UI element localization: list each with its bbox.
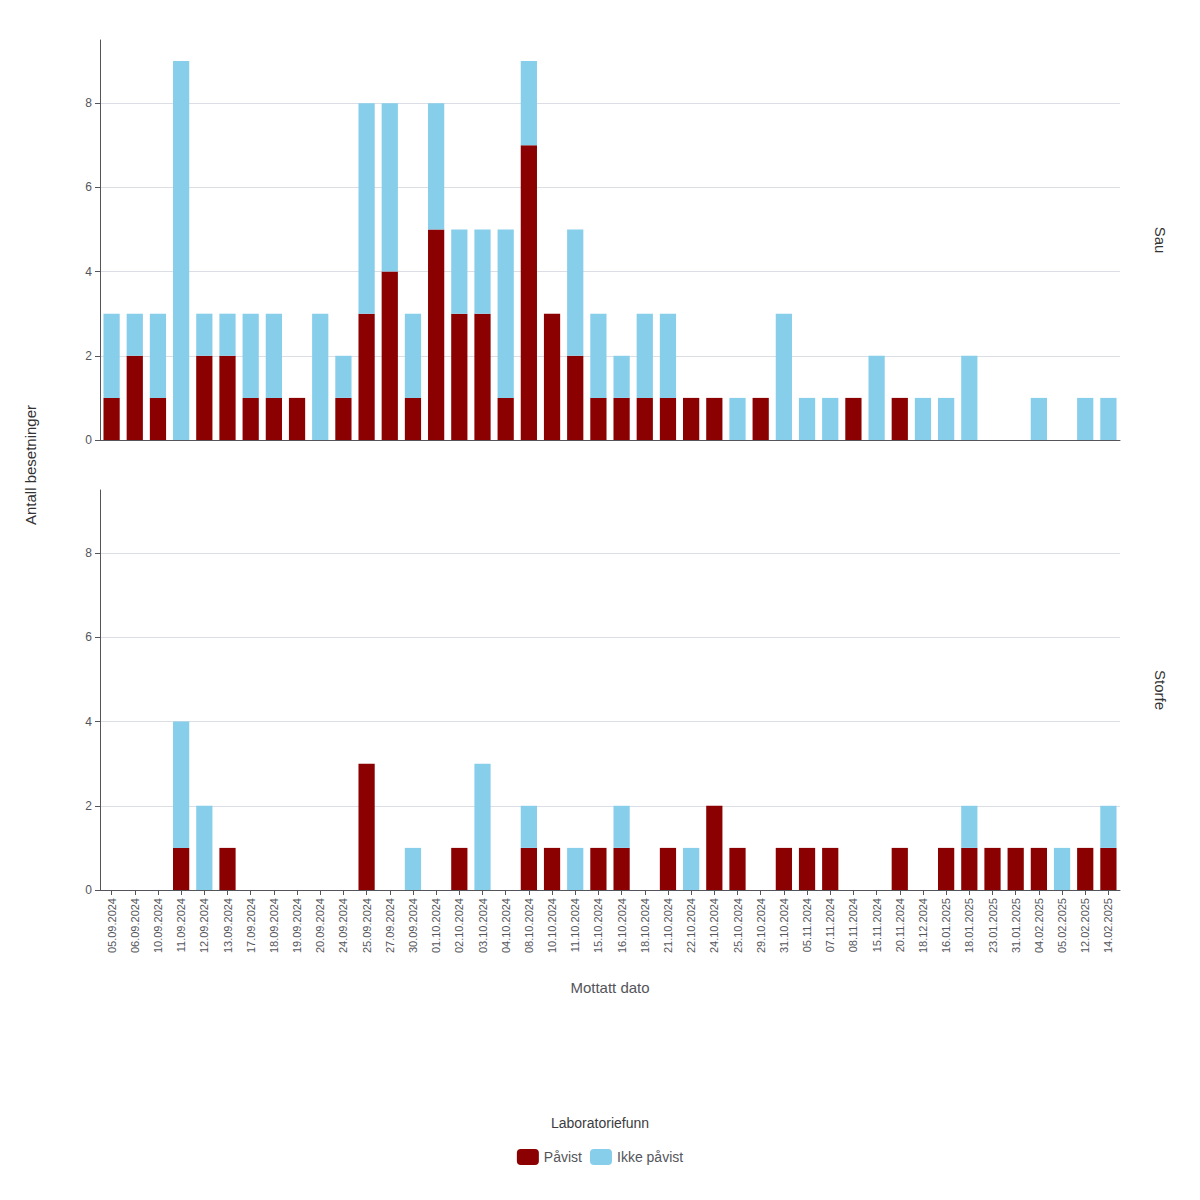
- svg-text:05.02.2025: 05.02.2025: [1056, 898, 1068, 953]
- svg-text:Ikke påvist: Ikke påvist: [617, 1149, 683, 1165]
- svg-text:18.12.2024: 18.12.2024: [917, 898, 929, 953]
- svg-text:25.09.2024: 25.09.2024: [361, 898, 373, 953]
- svg-text:24.10.2024: 24.10.2024: [708, 898, 720, 953]
- svg-text:Sau: Sau: [1152, 227, 1169, 254]
- svg-text:2: 2: [85, 799, 92, 813]
- svg-text:11.10.2024: 11.10.2024: [569, 898, 581, 952]
- svg-text:02.10.2024: 02.10.2024: [453, 898, 465, 953]
- svg-text:8: 8: [85, 96, 92, 110]
- svg-text:15.11.2024: 15.11.2024: [871, 898, 883, 952]
- svg-text:23.01.2025: 23.01.2025: [987, 898, 999, 953]
- svg-text:17.09.2024: 17.09.2024: [245, 898, 257, 953]
- svg-text:18.09.2024: 18.09.2024: [268, 898, 280, 953]
- svg-text:Laboratoriefunn: Laboratoriefunn: [551, 1115, 649, 1131]
- svg-text:16.01.2025: 16.01.2025: [940, 898, 952, 953]
- svg-text:04.02.2025: 04.02.2025: [1033, 898, 1045, 953]
- svg-text:Antall besetninger: Antall besetninger: [22, 405, 39, 525]
- svg-text:10.10.2024: 10.10.2024: [546, 898, 558, 953]
- svg-text:05.09.2024: 05.09.2024: [106, 898, 118, 953]
- svg-text:08.11.2024: 08.11.2024: [847, 898, 859, 952]
- svg-text:03.10.2024: 03.10.2024: [477, 898, 489, 953]
- svg-text:05.11.2024: 05.11.2024: [801, 898, 813, 952]
- svg-text:12.02.2025: 12.02.2025: [1079, 898, 1091, 953]
- svg-text:6: 6: [85, 180, 92, 194]
- svg-text:25.10.2024: 25.10.2024: [732, 898, 744, 953]
- svg-text:08.10.2024: 08.10.2024: [523, 898, 535, 953]
- svg-text:10.09.2024: 10.09.2024: [152, 898, 164, 953]
- svg-text:8: 8: [85, 546, 92, 560]
- svg-text:29.10.2024: 29.10.2024: [755, 898, 767, 953]
- svg-text:24.09.2024: 24.09.2024: [337, 898, 349, 953]
- svg-text:4: 4: [85, 715, 92, 729]
- svg-text:20.09.2024: 20.09.2024: [314, 898, 326, 953]
- svg-text:6: 6: [85, 630, 92, 644]
- svg-text:2: 2: [85, 349, 92, 363]
- svg-text:Mottatt dato: Mottatt dato: [570, 979, 649, 996]
- svg-text:0: 0: [85, 433, 92, 447]
- svg-text:22.10.2024: 22.10.2024: [685, 898, 697, 953]
- svg-text:20.11.2024: 20.11.2024: [894, 898, 906, 952]
- svg-text:Storfe: Storfe: [1152, 670, 1169, 710]
- svg-text:12.09.2024: 12.09.2024: [198, 898, 210, 953]
- svg-text:14.02.2025: 14.02.2025: [1102, 898, 1114, 953]
- svg-text:27.09.2024: 27.09.2024: [384, 898, 396, 953]
- svg-text:31.01.2025: 31.01.2025: [1010, 898, 1022, 953]
- svg-text:30.09.2024: 30.09.2024: [407, 898, 419, 953]
- svg-text:21.10.2024: 21.10.2024: [662, 898, 674, 953]
- svg-text:0: 0: [85, 883, 92, 897]
- svg-text:18.10.2024: 18.10.2024: [639, 898, 651, 953]
- svg-text:15.10.2024: 15.10.2024: [592, 898, 604, 953]
- svg-text:13.09.2024: 13.09.2024: [222, 898, 234, 953]
- svg-text:01.10.2024: 01.10.2024: [430, 898, 442, 953]
- svg-text:07.11.2024: 07.11.2024: [824, 898, 836, 952]
- svg-text:4: 4: [85, 265, 92, 279]
- svg-text:06.09.2024: 06.09.2024: [129, 898, 141, 953]
- svg-text:16.10.2024: 16.10.2024: [616, 898, 628, 953]
- svg-text:Påvist: Påvist: [544, 1149, 582, 1165]
- svg-text:31.10.2024: 31.10.2024: [778, 898, 790, 953]
- svg-text:04.10.2024: 04.10.2024: [500, 898, 512, 953]
- svg-text:11.09.2024: 11.09.2024: [175, 898, 187, 952]
- svg-text:19.09.2024: 19.09.2024: [291, 898, 303, 953]
- svg-text:18.01.2025: 18.01.2025: [963, 898, 975, 953]
